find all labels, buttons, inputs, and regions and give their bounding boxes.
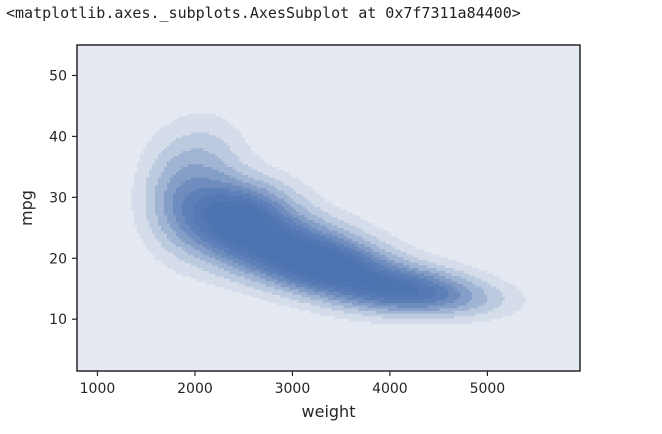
x-tick-label: 4000 xyxy=(372,381,408,397)
x-tick-label: 5000 xyxy=(470,381,506,397)
output-repr-text: <matplotlib.axes._subplots.AxesSubplot a… xyxy=(6,4,521,22)
y-tick-label: 30 xyxy=(49,190,67,206)
y-axis-ticks: 10 20 30 40 50 xyxy=(49,68,77,328)
axes-frame xyxy=(76,44,581,372)
kde-level-3 xyxy=(155,148,488,314)
x-axis-label: weight xyxy=(302,402,356,421)
y-tick-label: 20 xyxy=(49,251,67,267)
x-tick-label: 1000 xyxy=(80,381,116,397)
kde-level-10 xyxy=(229,217,344,274)
y-tick-label: 50 xyxy=(49,68,67,84)
x-tick-label: 3000 xyxy=(275,381,311,397)
x-axis-ticks: 1000 2000 3000 4000 5000 xyxy=(80,371,506,397)
kde-level-1 xyxy=(131,113,527,325)
kde-contours xyxy=(131,113,527,325)
y-tick-label: 40 xyxy=(49,129,67,145)
y-axis-label: mpg xyxy=(17,190,36,226)
x-tick-label: 2000 xyxy=(177,381,213,397)
axes-background xyxy=(77,45,580,371)
kde-level-2 xyxy=(146,132,506,319)
y-tick-label: 10 xyxy=(49,312,67,328)
